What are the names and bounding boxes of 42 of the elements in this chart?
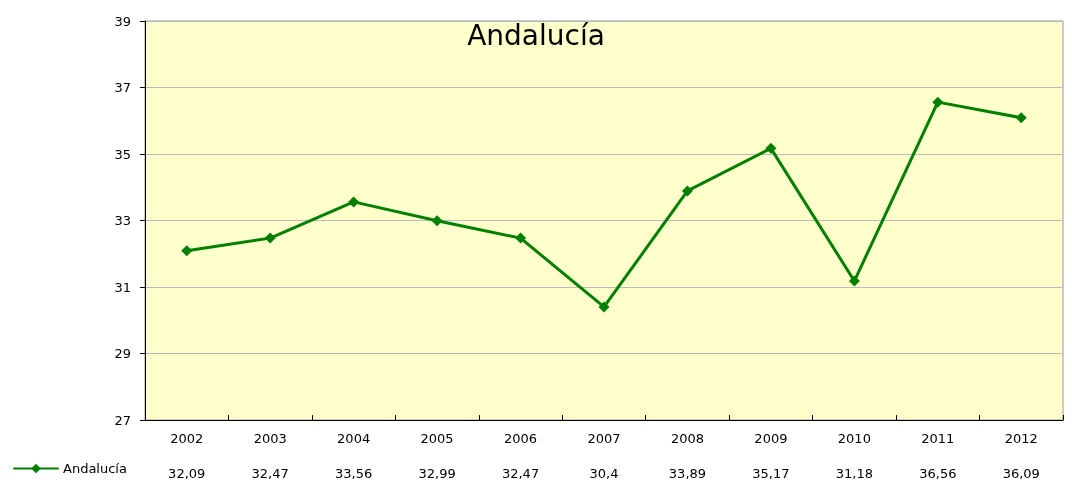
data-label: 36,09 xyxy=(1002,466,1040,481)
data-label: 33,56 xyxy=(335,466,373,481)
data-label: 30,4 xyxy=(589,466,619,481)
x-tick-label: 2010 xyxy=(837,431,871,446)
x-tick-label: 2004 xyxy=(337,431,371,446)
point xyxy=(264,232,276,244)
x-tick-label: 2011 xyxy=(921,431,955,446)
point xyxy=(1015,112,1027,124)
x-tick-label: 2006 xyxy=(504,431,538,446)
point xyxy=(348,196,360,208)
y-tick-label: 35 xyxy=(114,146,131,162)
point xyxy=(515,232,527,244)
point xyxy=(431,215,443,227)
y-tick-label: 31 xyxy=(114,279,131,295)
data-label: 32,09 xyxy=(168,466,206,481)
data-label: 36,56 xyxy=(919,466,957,481)
data-label: 32,47 xyxy=(251,466,289,481)
x-tick-label: 2005 xyxy=(420,431,454,446)
x-tick-label: 2003 xyxy=(253,431,287,446)
data-label: 33,89 xyxy=(668,466,707,481)
y-tick-label: 27 xyxy=(114,412,131,428)
y-tick-label: 37 xyxy=(114,80,131,95)
x-tick-label: 2008 xyxy=(670,431,704,446)
y-tick-label: 29 xyxy=(114,346,131,361)
point xyxy=(181,245,193,257)
y-tick-label: 33 xyxy=(114,213,131,228)
x-tick-label: 2012 xyxy=(1004,431,1038,446)
legend-label: Andalucía xyxy=(63,461,127,476)
x-tick-label: 2009 xyxy=(754,431,788,446)
point xyxy=(848,275,860,287)
y-tick-label: 39 xyxy=(114,13,131,29)
data-label: 32,99 xyxy=(418,466,456,481)
data-label: 35,17 xyxy=(752,466,790,481)
x-tick-label: 2007 xyxy=(587,431,621,446)
x-tick-label: 2002 xyxy=(170,431,204,446)
point xyxy=(598,301,610,313)
data-label: 31,18 xyxy=(835,466,873,481)
point xyxy=(765,142,777,154)
data-label: 32,47 xyxy=(501,466,540,481)
chart-title: Andalucía xyxy=(467,18,605,52)
point xyxy=(932,96,944,108)
point xyxy=(681,185,693,197)
